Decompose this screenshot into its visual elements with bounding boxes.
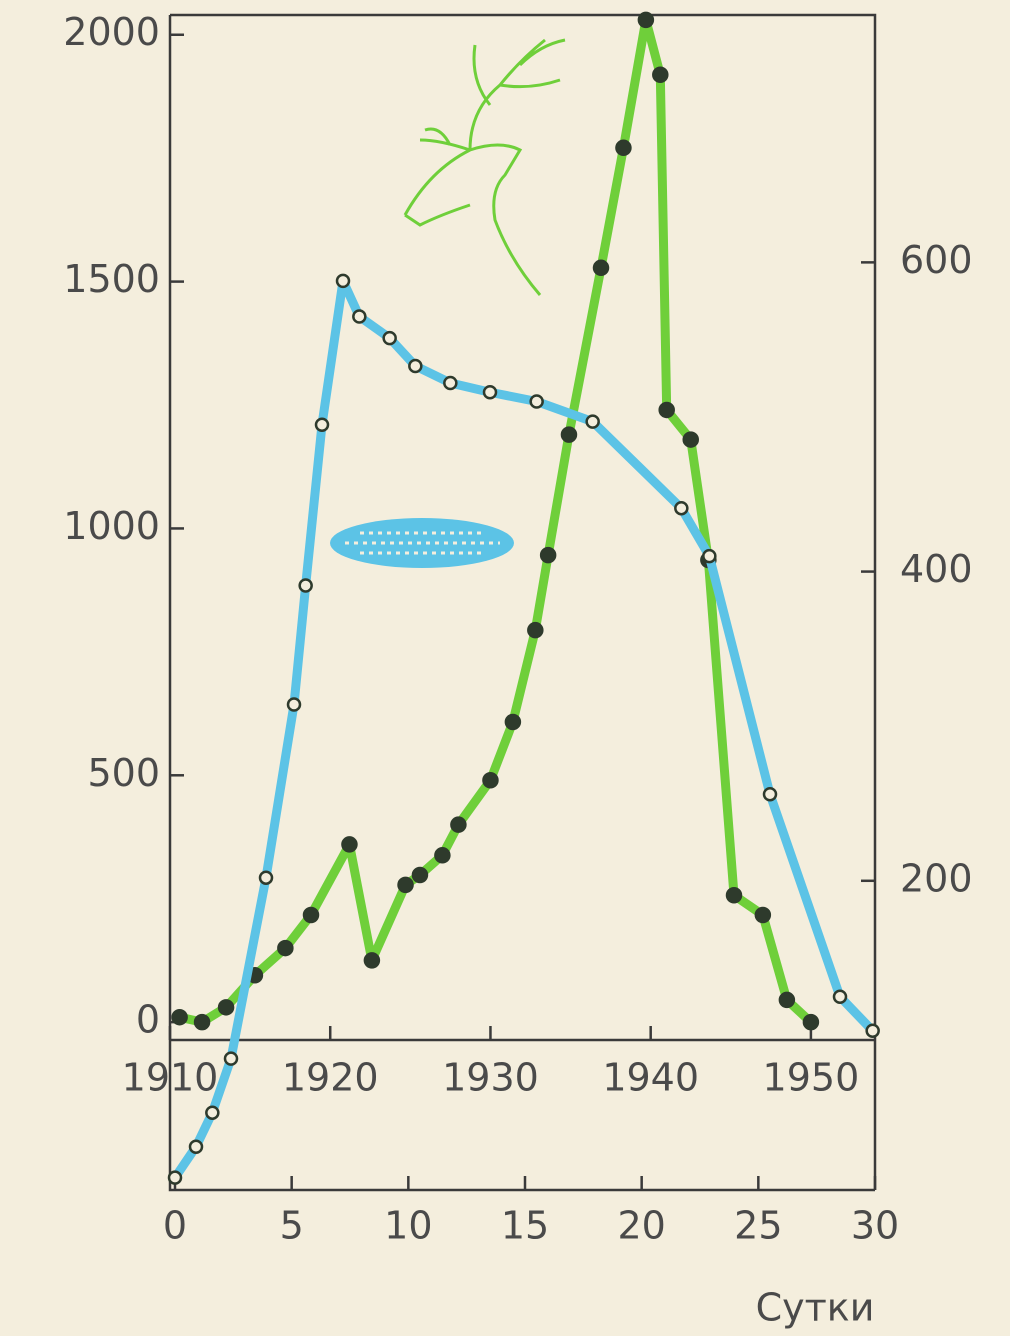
data-point bbox=[675, 502, 687, 514]
data-point bbox=[413, 868, 427, 882]
data-point bbox=[409, 360, 421, 372]
data-point bbox=[616, 141, 630, 155]
x-axis-label: Сутки bbox=[756, 1286, 875, 1330]
data-point bbox=[278, 941, 292, 955]
x-tick-label: 25 bbox=[734, 1204, 782, 1248]
y-tick-label: 200 bbox=[900, 856, 973, 900]
y-tick-label: 1000 bbox=[63, 504, 160, 548]
data-point bbox=[780, 993, 794, 1007]
data-point bbox=[594, 261, 608, 275]
data-point bbox=[173, 1010, 187, 1024]
data-point bbox=[353, 310, 365, 322]
data-point bbox=[219, 1000, 233, 1014]
x-tick-label: 1940 bbox=[602, 1056, 699, 1100]
chart: Сутки 0500100015002000191019201930194019… bbox=[0, 0, 1010, 1336]
x-tick-label: 30 bbox=[851, 1204, 899, 1248]
data-point bbox=[444, 377, 456, 389]
data-point bbox=[684, 433, 698, 447]
data-point bbox=[190, 1141, 202, 1153]
data-point bbox=[384, 332, 396, 344]
data-point bbox=[834, 991, 846, 1003]
data-point bbox=[703, 550, 715, 562]
y-tick-label: 400 bbox=[900, 547, 973, 591]
x-tick-label: 20 bbox=[617, 1204, 665, 1248]
data-point bbox=[804, 1015, 818, 1029]
data-point bbox=[756, 908, 770, 922]
data-point bbox=[483, 773, 497, 787]
x-tick-label: 15 bbox=[501, 1204, 549, 1248]
data-point bbox=[288, 699, 300, 711]
data-point bbox=[660, 403, 674, 417]
data-point bbox=[727, 888, 741, 902]
data-point bbox=[451, 818, 465, 832]
x-tick-label: 1920 bbox=[282, 1056, 379, 1100]
data-point bbox=[541, 548, 555, 562]
x-tick-label: 1950 bbox=[763, 1056, 860, 1100]
data-point bbox=[399, 878, 413, 892]
data-point bbox=[639, 13, 653, 27]
data-point bbox=[225, 1053, 237, 1065]
data-point bbox=[316, 419, 328, 431]
data-point bbox=[653, 68, 667, 82]
data-point bbox=[506, 715, 520, 729]
data-point bbox=[435, 848, 449, 862]
x-tick-label: 1910 bbox=[122, 1056, 219, 1100]
y-tick-label: 500 bbox=[87, 751, 160, 795]
data-point bbox=[300, 579, 312, 591]
data-point bbox=[764, 788, 776, 800]
data-point bbox=[587, 416, 599, 428]
y-tick-label: 2000 bbox=[63, 10, 160, 54]
data-point bbox=[528, 623, 542, 637]
y-tick-label: 1500 bbox=[63, 257, 160, 301]
data-point bbox=[484, 386, 496, 398]
x-tick-label: 1930 bbox=[442, 1056, 539, 1100]
data-point bbox=[531, 396, 543, 408]
parasite-drawing bbox=[330, 518, 514, 568]
data-point bbox=[562, 428, 576, 442]
x-tick-label: 10 bbox=[384, 1204, 432, 1248]
data-point bbox=[206, 1107, 218, 1119]
y-tick-label: 0 bbox=[136, 998, 160, 1042]
x-tick-label: 0 bbox=[163, 1204, 187, 1248]
data-point bbox=[337, 275, 349, 287]
data-point bbox=[195, 1015, 209, 1029]
background bbox=[0, 0, 1010, 1336]
data-point bbox=[169, 1172, 181, 1184]
data-point bbox=[304, 908, 318, 922]
y-tick-label: 600 bbox=[900, 238, 973, 282]
data-point bbox=[260, 872, 272, 884]
data-point bbox=[867, 1025, 879, 1037]
x-tick-label: 5 bbox=[280, 1204, 304, 1248]
data-point bbox=[365, 953, 379, 967]
data-point bbox=[342, 837, 356, 851]
